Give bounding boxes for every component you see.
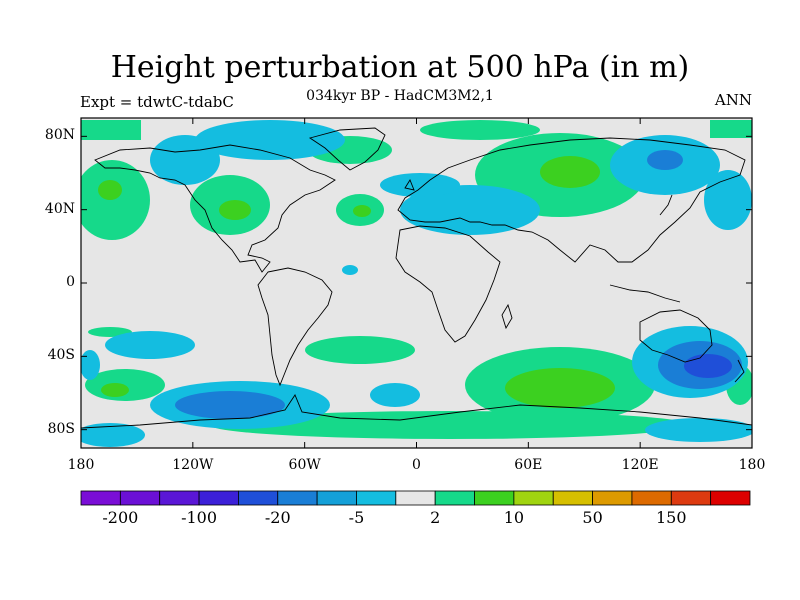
colorbar-tick-label: 2 <box>430 508 441 527</box>
anomaly-core <box>175 391 285 419</box>
anomaly-antarctic <box>210 411 690 439</box>
anomaly-south-atlantic <box>305 336 415 364</box>
anomaly-core <box>219 200 251 220</box>
eurasia-coast <box>397 137 746 263</box>
north-america-coast <box>94 144 336 273</box>
colorbar-swatch <box>670 490 712 506</box>
colorbar-swatch <box>238 490 279 506</box>
indonesia-coast <box>609 284 681 303</box>
colorbar-swatch <box>356 490 397 506</box>
colorbar-swatch <box>119 490 161 506</box>
colorbar-tick-label: 10 <box>503 508 525 527</box>
lat-tick-label: 0 <box>66 274 75 290</box>
anomaly-north-pacific-east <box>704 170 752 230</box>
lon-tick-label: 60W <box>288 457 321 473</box>
lon-tick-label: 180 <box>738 457 766 473</box>
experiment-label: Expt = tdwtC-tdabC <box>80 93 234 111</box>
anomaly-europe <box>400 185 540 235</box>
lon-tick-label: 0 <box>412 457 421 473</box>
colorbar-swatch <box>631 490 672 506</box>
anomaly-south-pacific-west <box>105 331 195 359</box>
anomaly-core <box>540 156 600 188</box>
lon-tick-label: 120E <box>621 457 659 473</box>
colorbar-swatch <box>198 490 239 506</box>
colorbar-swatch <box>710 490 751 506</box>
new-zealand-coast <box>734 359 745 383</box>
colorbar-swatch <box>316 490 357 506</box>
south-america-coast <box>257 267 333 387</box>
lat-tick-label: 40N <box>44 200 75 217</box>
colorbar-tick-label: -5 <box>348 508 365 527</box>
anomaly-core <box>98 180 122 200</box>
anomaly-bering <box>81 120 141 140</box>
colorbar-tick-label: 50 <box>582 508 603 527</box>
coastlines <box>81 127 752 429</box>
axis-ticks <box>80 118 753 448</box>
anomaly-arctic <box>420 120 540 140</box>
colorbar-tick-label: -100 <box>181 508 218 527</box>
anomaly-core <box>505 368 615 408</box>
japan-coast <box>659 194 673 216</box>
anomaly-core <box>101 383 129 397</box>
colorbar-tick-label: -20 <box>264 508 291 527</box>
colorbar-swatch <box>395 490 436 506</box>
colorbar-swatch <box>513 490 554 506</box>
anomaly-south-atlantic-low <box>370 383 420 407</box>
antarctica-coast <box>81 394 752 429</box>
colorbar-swatch <box>159 490 200 506</box>
australia-coast <box>639 309 713 363</box>
anomaly-core <box>353 205 371 217</box>
anomaly-core <box>647 150 683 170</box>
figure-title: Height perturbation at 500 hPa (in m) <box>110 50 690 85</box>
anomaly-core <box>684 354 732 378</box>
anomaly-ross <box>645 418 752 442</box>
contour-field <box>81 120 752 447</box>
anomaly-canadian-arctic <box>195 120 345 160</box>
lat-tick-label: 40S <box>47 347 75 364</box>
colorbar-swatch <box>434 490 475 506</box>
negative-anomalies <box>81 120 752 447</box>
colorbar-swatch <box>277 490 318 506</box>
colorbar-tick-label: 150 <box>656 508 687 527</box>
colorbar-tick-label: -200 <box>102 508 139 527</box>
anomaly-edge <box>81 350 100 380</box>
figure-subtitle: 034kyr BP - HadCM3M2,1 <box>306 88 494 104</box>
greenland-coast <box>308 127 386 171</box>
lat-tick-label: 80S <box>47 420 75 437</box>
positive-anomalies <box>81 120 752 439</box>
anomaly-north-pacific <box>81 160 150 240</box>
anomaly-antarctic-west <box>81 423 145 447</box>
lat-tick-label: 80N <box>44 127 75 144</box>
anomaly-small <box>342 265 358 275</box>
lon-tick-label: 60E <box>514 457 543 473</box>
season-label: ANN <box>714 91 752 109</box>
anomaly-north-sea <box>380 173 460 197</box>
lon-tick-label: 180 <box>67 457 95 473</box>
colorbar-swatch <box>592 490 633 506</box>
colorbar <box>80 490 751 506</box>
anomaly-alaska <box>150 135 220 185</box>
colorbar-swatch <box>80 490 121 506</box>
lon-tick-label: 120W <box>172 457 214 473</box>
uk-coast <box>404 179 415 191</box>
anomaly-arctic-east <box>710 120 752 138</box>
africa-coast <box>395 225 501 343</box>
colorbar-swatch <box>474 490 515 506</box>
madagascar-coast <box>501 303 513 330</box>
colorbar-swatch <box>552 490 593 506</box>
